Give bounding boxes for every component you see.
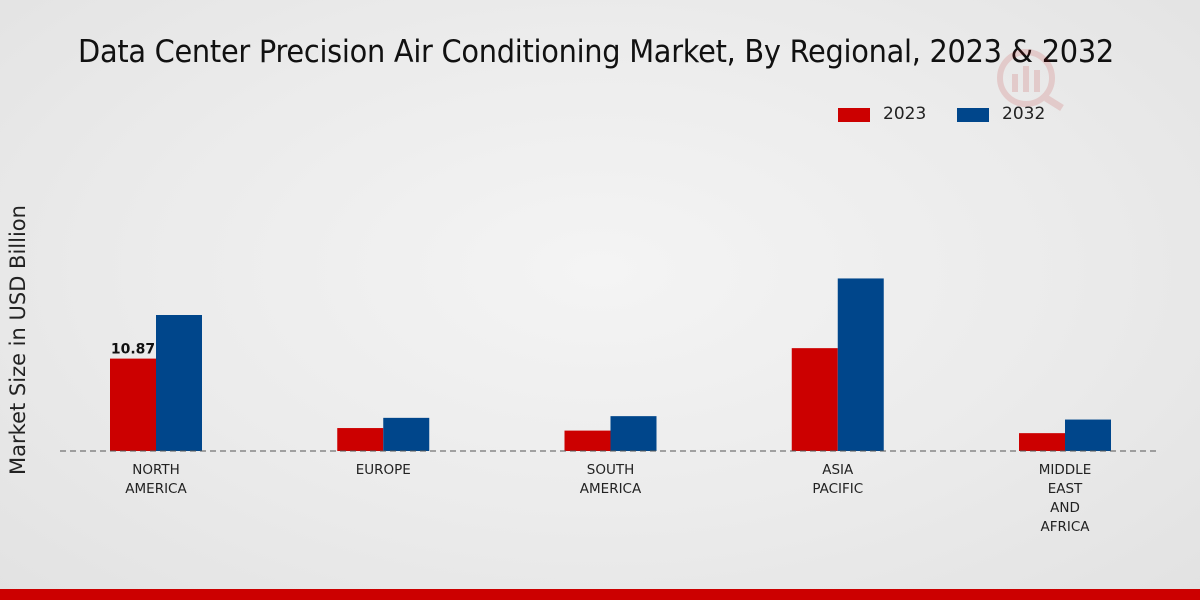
bar-2023-asia-pacific[interactable] — [791, 348, 838, 451]
bar-2032-north-america[interactable] — [156, 315, 202, 451]
x-tick-label-south-america: SOUTH AMERICA — [580, 462, 642, 497]
bar-2023-europe[interactable] — [337, 428, 384, 451]
x-tick-label-middle-east-and-africa: MIDDLE EAST AND AFRICA — [1039, 462, 1091, 535]
legend-swatch-2023 — [838, 108, 870, 122]
bar-2032-south-america[interactable] — [610, 416, 657, 451]
bar-2032-asia-pacific[interactable] — [837, 278, 884, 451]
footer-accent-bar — [0, 589, 1200, 600]
x-tick-label-europe: EUROPE — [356, 462, 411, 478]
bar-2023-south-america[interactable] — [564, 430, 611, 451]
bar-2032-middle-east-and-africa[interactable] — [1065, 419, 1111, 451]
legend-swatch-2032 — [957, 108, 989, 122]
legend-label-2023: 2023 — [883, 104, 927, 124]
x-tick-label-north-america: NORTH AMERICA — [125, 462, 187, 497]
bar-2032-europe[interactable] — [383, 417, 430, 451]
bar-2023-north-america[interactable] — [110, 358, 156, 451]
x-tick-label-asia-pacific: ASIA PACIFIC — [812, 462, 863, 497]
chart-title: Data Center Precision Air Conditioning M… — [78, 34, 1114, 70]
data-label-2023-0: 10.87 — [111, 342, 155, 358]
legend-label-2032: 2032 — [1002, 104, 1046, 124]
bar-2023-middle-east-and-africa[interactable] — [1019, 433, 1065, 451]
watermark-logo-icon — [990, 48, 1070, 116]
